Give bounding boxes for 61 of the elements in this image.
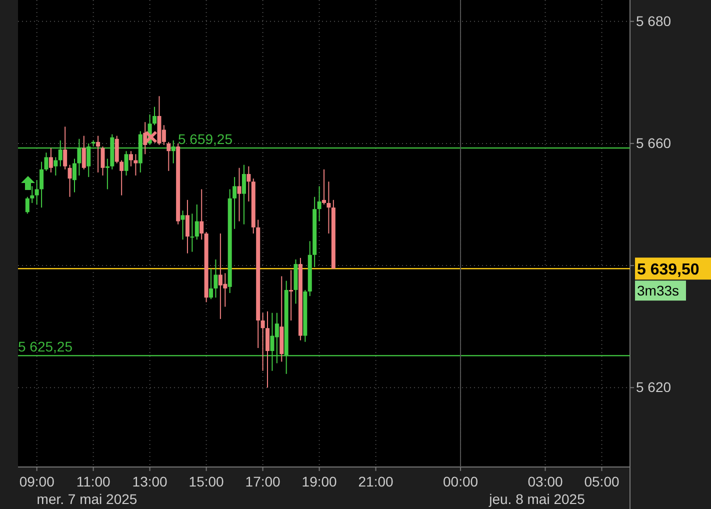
candlestick (242, 164, 246, 225)
text: jeu. 8 mai 2025 (488, 491, 586, 507)
candlestick (266, 310, 270, 388)
candlestick (100, 146, 105, 176)
x-tick-label: 19:00 (302, 474, 338, 490)
candlestick (40, 161, 44, 208)
x-tick-label: 00:00 (443, 474, 478, 490)
y-tick-label: 5 680 (636, 12, 672, 29)
text: mer. 7 mai 2025 (36, 491, 138, 507)
candlestick (326, 181, 331, 234)
candlestick (200, 188, 204, 240)
candlestick (34, 180, 39, 206)
x-tick-label: 11:00 (76, 474, 111, 490)
candlestick (105, 158, 110, 190)
candlestick (114, 135, 119, 164)
x-tick-label: 15:00 (188, 474, 224, 490)
candlestick (232, 176, 237, 230)
candlestick (134, 154, 138, 176)
candlestick (96, 135, 100, 173)
candlestick (25, 196, 30, 214)
x-tick-label: 13:00 (132, 474, 168, 490)
x-tick-label: 05:00 (584, 474, 620, 490)
candlestick (190, 213, 194, 252)
x-tick-label: 03:00 (528, 474, 563, 490)
candlestick (128, 150, 133, 167)
candlestick (209, 268, 214, 300)
candlestick (289, 270, 294, 321)
candlestick (152, 106, 157, 126)
candlestick (180, 210, 185, 240)
candlestick (86, 142, 91, 178)
candlestick (214, 258, 218, 298)
candlestick (63, 126, 68, 170)
y-tick-label: 5 660 (636, 134, 672, 151)
candlestick (44, 152, 48, 172)
candlestick (48, 148, 53, 173)
candlestick (58, 140, 62, 167)
candlestick (82, 135, 86, 170)
candlestick (185, 199, 190, 254)
ref-line-label: 5 659,25 (178, 131, 233, 148)
ref-line-label: 5 639,50 (637, 262, 700, 279)
candlestick (72, 158, 76, 193)
candlestick (120, 160, 124, 196)
y-tick-label: 5 620 (636, 379, 672, 396)
candlestick (124, 150, 128, 176)
candlestick (171, 140, 176, 164)
x-tick-label: 09:00 (19, 474, 55, 490)
x-tick-label: 17:00 (245, 474, 281, 490)
text: 3m33s (637, 282, 680, 299)
candlestick (246, 166, 251, 202)
candlestick (260, 312, 265, 372)
candlestick (237, 167, 242, 222)
candlestick (317, 186, 322, 222)
candlestick (30, 186, 34, 204)
ref-line-label: 5 625,25 (18, 338, 73, 355)
candlestick (194, 204, 199, 240)
candlestick (68, 164, 72, 198)
candlestick (54, 156, 58, 176)
candlestick (77, 138, 82, 176)
candlestick (322, 168, 326, 206)
x-tick-label: 21:00 (358, 474, 394, 490)
candlestick (166, 141, 171, 172)
